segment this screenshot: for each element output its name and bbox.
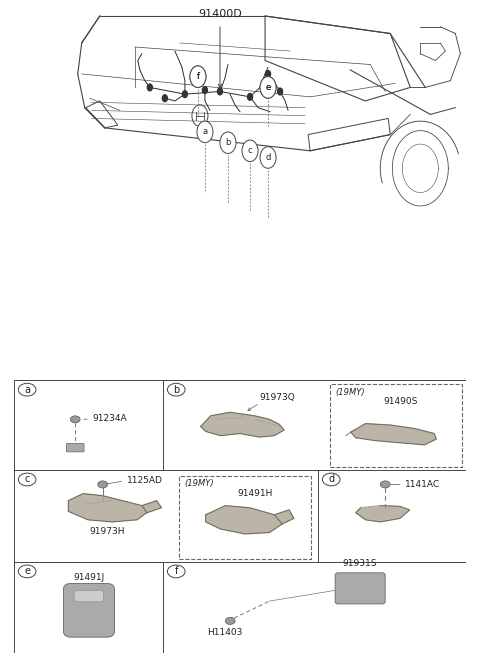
Circle shape bbox=[260, 77, 276, 98]
Polygon shape bbox=[205, 506, 282, 534]
Circle shape bbox=[147, 84, 152, 91]
Circle shape bbox=[203, 87, 207, 94]
Text: e: e bbox=[265, 83, 271, 92]
Text: 91490S: 91490S bbox=[384, 397, 418, 406]
Circle shape bbox=[277, 88, 283, 95]
Polygon shape bbox=[142, 501, 162, 513]
Text: b: b bbox=[225, 138, 231, 147]
Circle shape bbox=[190, 66, 206, 87]
Polygon shape bbox=[351, 424, 436, 445]
Text: 1125AD: 1125AD bbox=[127, 476, 163, 485]
Text: H11403: H11403 bbox=[207, 628, 243, 637]
Text: f: f bbox=[175, 566, 178, 577]
Text: 91931S: 91931S bbox=[342, 559, 377, 568]
Text: c: c bbox=[24, 474, 30, 485]
Polygon shape bbox=[275, 510, 294, 524]
FancyBboxPatch shape bbox=[335, 573, 385, 604]
Text: a: a bbox=[24, 384, 30, 395]
Circle shape bbox=[70, 416, 80, 423]
Text: 91973Q: 91973Q bbox=[260, 393, 295, 401]
Text: (19MY): (19MY) bbox=[184, 480, 214, 489]
Circle shape bbox=[265, 71, 271, 77]
Circle shape bbox=[323, 473, 340, 486]
Bar bbox=[179, 476, 311, 560]
Circle shape bbox=[190, 66, 206, 87]
Text: 91400D: 91400D bbox=[198, 9, 242, 18]
Circle shape bbox=[18, 565, 36, 578]
Text: 91234A: 91234A bbox=[84, 414, 128, 422]
Circle shape bbox=[18, 473, 36, 486]
Text: d: d bbox=[265, 153, 271, 162]
Circle shape bbox=[162, 95, 168, 102]
Text: c: c bbox=[248, 146, 252, 155]
Text: 91491J: 91491J bbox=[73, 573, 105, 582]
Circle shape bbox=[168, 565, 185, 578]
Text: a: a bbox=[203, 127, 207, 136]
FancyBboxPatch shape bbox=[66, 443, 84, 452]
Text: 91973H: 91973H bbox=[90, 527, 125, 536]
FancyBboxPatch shape bbox=[74, 590, 104, 602]
Circle shape bbox=[225, 617, 235, 625]
Circle shape bbox=[98, 481, 108, 488]
Circle shape bbox=[182, 91, 187, 98]
Circle shape bbox=[168, 383, 185, 396]
Circle shape bbox=[260, 77, 276, 98]
Text: e: e bbox=[265, 83, 271, 92]
Circle shape bbox=[242, 140, 258, 161]
Bar bbox=[330, 384, 462, 468]
Polygon shape bbox=[201, 413, 284, 437]
Circle shape bbox=[197, 121, 213, 143]
Text: 91491H: 91491H bbox=[237, 489, 273, 498]
Text: d: d bbox=[328, 474, 334, 485]
Circle shape bbox=[248, 94, 252, 100]
Circle shape bbox=[217, 88, 222, 95]
Circle shape bbox=[220, 132, 236, 154]
Text: e: e bbox=[24, 566, 30, 577]
FancyBboxPatch shape bbox=[63, 583, 114, 637]
Circle shape bbox=[380, 481, 390, 488]
Text: f: f bbox=[196, 72, 199, 81]
Text: 1141AC: 1141AC bbox=[405, 480, 440, 489]
Circle shape bbox=[260, 147, 276, 169]
Polygon shape bbox=[356, 506, 410, 522]
Text: b: b bbox=[173, 384, 180, 395]
Text: (19MY): (19MY) bbox=[335, 388, 365, 396]
Circle shape bbox=[18, 383, 36, 396]
Polygon shape bbox=[68, 493, 147, 522]
Text: f: f bbox=[196, 72, 199, 81]
